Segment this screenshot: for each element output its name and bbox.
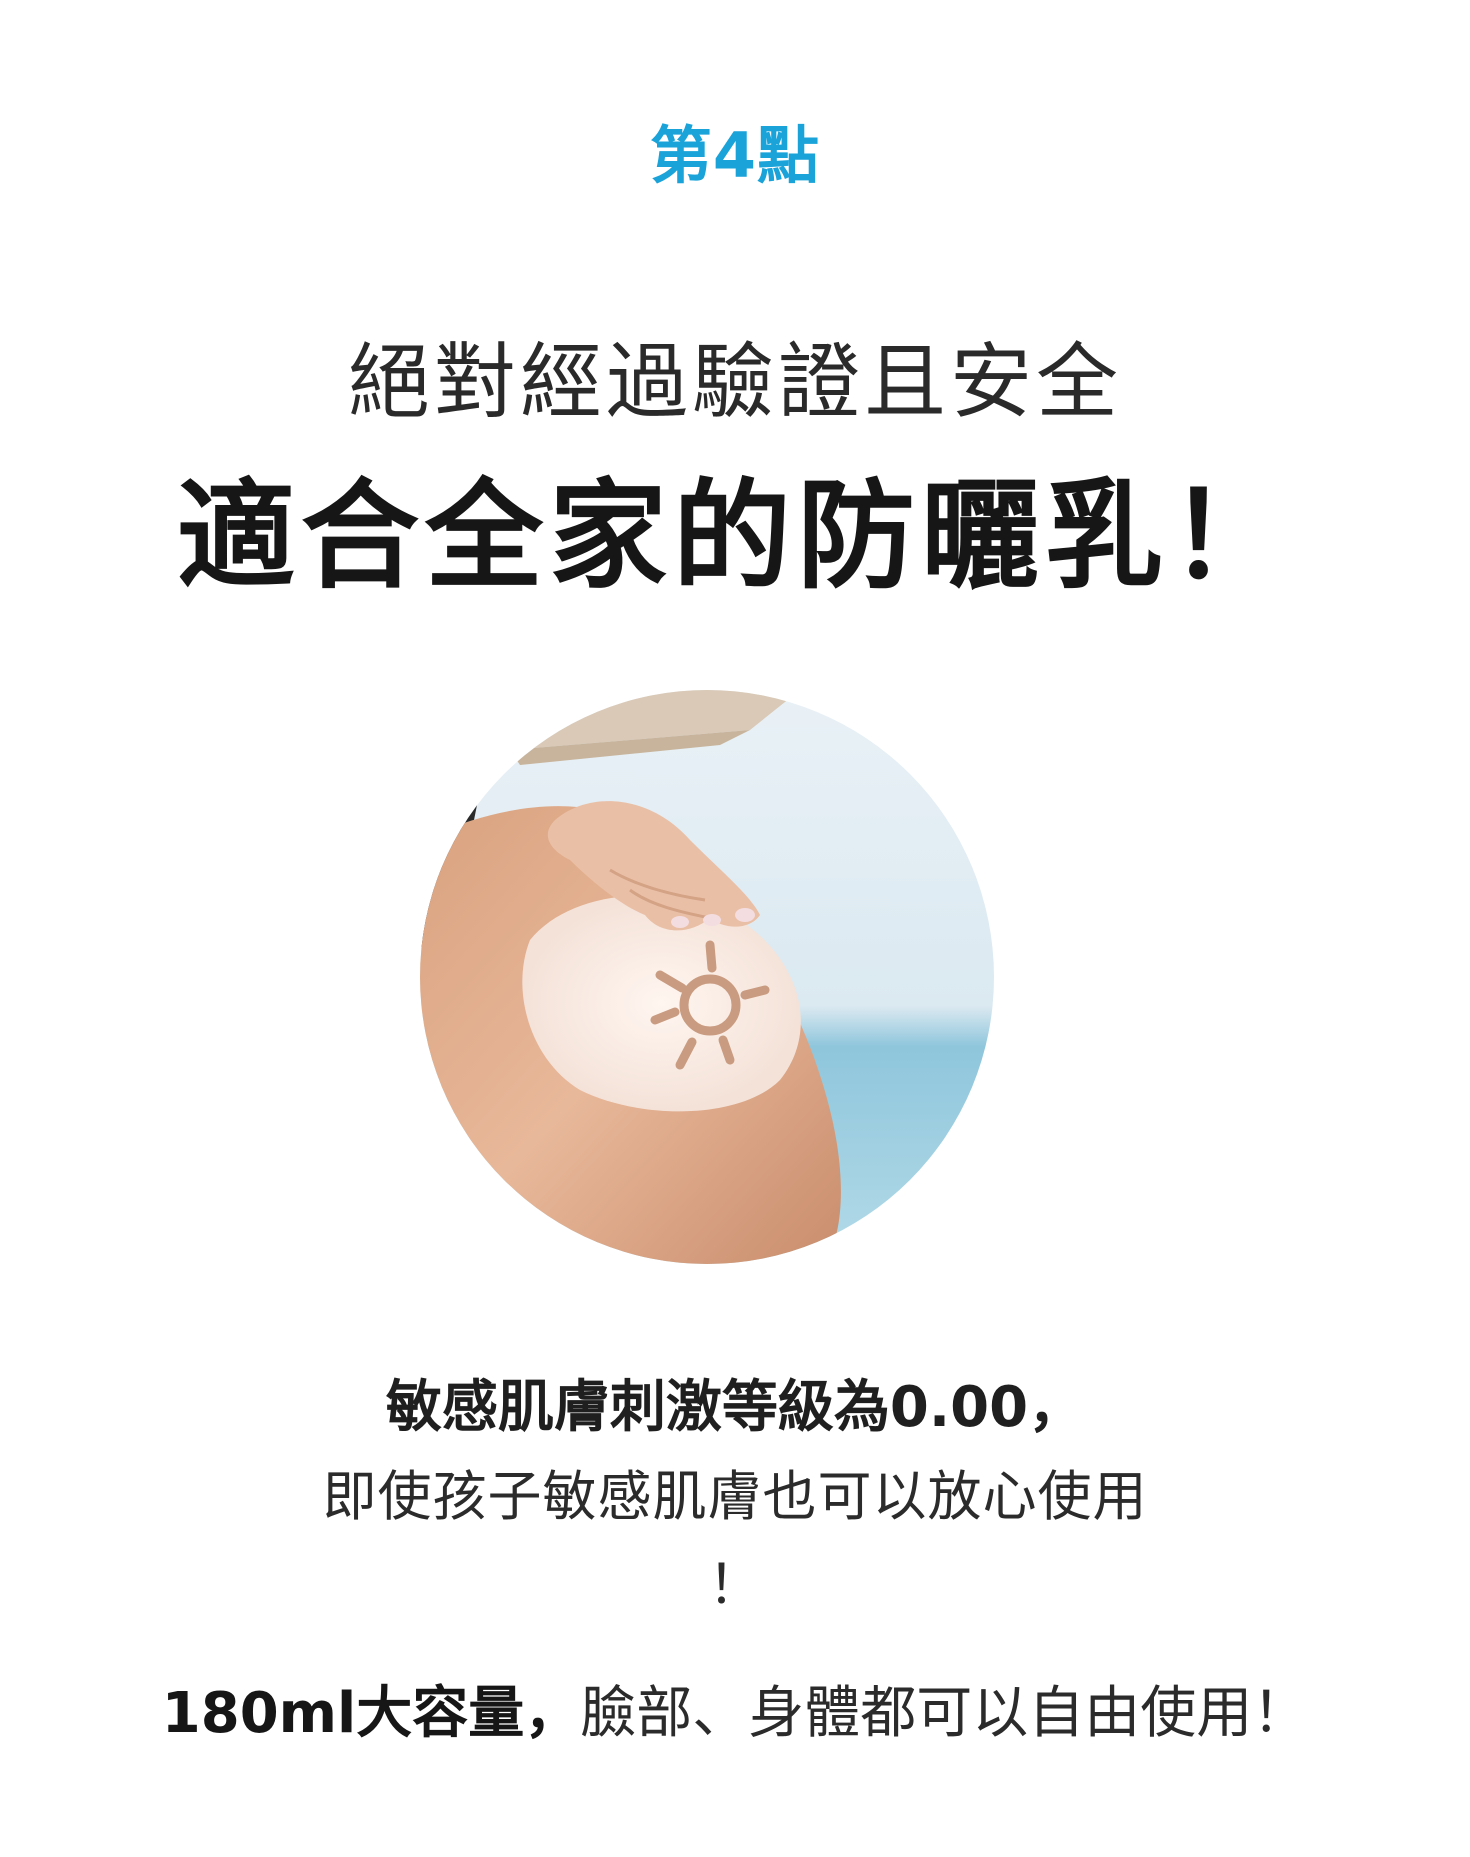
sunscreen-shoulder-photo <box>420 690 995 1265</box>
kids-safe-text: 即使孩子敏感肌膚也可以放心使用 <box>322 1465 1148 1528</box>
capacity-normal: 臉部、身體都可以自由使用！ <box>580 1681 1309 1746</box>
irritation-level-text: 敏感肌膚刺激等級為0.00， <box>385 1375 1085 1440</box>
headline-line-1: 絕對經過驗證且安全 <box>347 335 1122 430</box>
headline-line-2: 適合全家的防曬乳！ <box>176 467 1293 605</box>
kids-safe-exclaim: ！ <box>708 1553 762 1616</box>
point-label: 第4點 <box>649 119 821 192</box>
capacity-feature: 180ml大容量，臉部、身體都可以自由使用！ <box>0 1668 1470 1749</box>
capacity-bold: 180ml大容量， <box>161 1681 581 1746</box>
